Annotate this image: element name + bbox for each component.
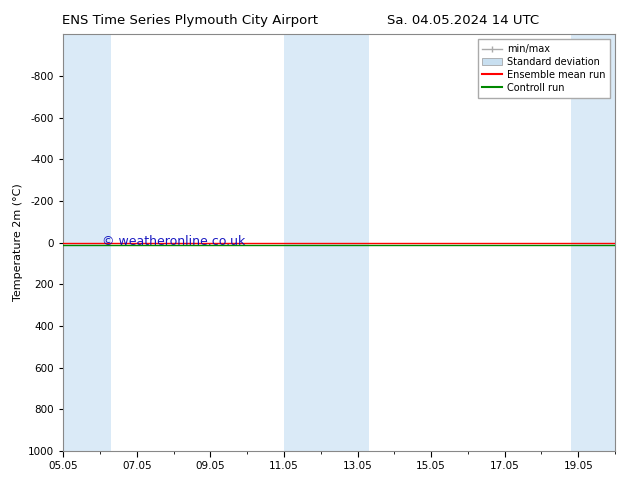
Y-axis label: Temperature 2m (°C): Temperature 2m (°C)	[13, 184, 23, 301]
Text: ENS Time Series Plymouth City Airport: ENS Time Series Plymouth City Airport	[62, 14, 318, 27]
Bar	[571, 34, 615, 451]
Bar	[63, 34, 111, 451]
Text: © weatheronline.co.uk: © weatheronline.co.uk	[102, 235, 245, 248]
Bar	[284, 34, 368, 451]
Legend: min/max, Standard deviation, Ensemble mean run, Controll run: min/max, Standard deviation, Ensemble me…	[477, 39, 610, 98]
Text: Sa. 04.05.2024 14 UTC: Sa. 04.05.2024 14 UTC	[387, 14, 539, 27]
